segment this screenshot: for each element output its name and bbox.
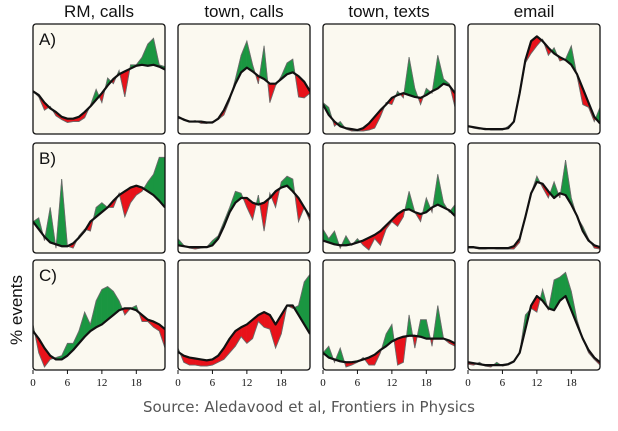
x-tick-label: 12: [386, 377, 397, 389]
panel-frame: [32, 259, 166, 371]
x-tick-label: 12: [531, 377, 542, 389]
x-tick-label: 6: [500, 377, 506, 389]
x-tick-label: 6: [210, 377, 216, 389]
deviation-above-area: [420, 319, 427, 339]
column-title: town, calls: [204, 2, 283, 21]
baseline-line: [33, 63, 165, 120]
x-tick-label: 6: [355, 377, 361, 389]
panel-background: [468, 143, 600, 253]
panel-background: [323, 260, 455, 370]
x-tick-label: 0: [465, 377, 471, 389]
x-tick-label: 18: [131, 377, 143, 389]
series-line: [178, 39, 310, 124]
panel-b-3: [467, 142, 601, 254]
panel-frame: [322, 23, 456, 135]
panel-plot-area: [178, 39, 310, 124]
panel-plot-area: [33, 286, 165, 368]
y-axis-label: % events: [7, 275, 26, 345]
baseline-line: [323, 203, 455, 247]
baseline-line: [468, 294, 600, 367]
x-tick-label: 18: [566, 377, 578, 389]
panel-plot-area: [468, 160, 600, 250]
panel-frame: [177, 23, 311, 135]
panel-background: [468, 260, 600, 370]
x-tick-label: 12: [96, 377, 107, 389]
panel-plot-area: [178, 273, 310, 367]
panel-b-0: B): [32, 142, 166, 254]
panel-frame: [467, 259, 601, 371]
panel-a-2: [322, 23, 456, 135]
series-line: [33, 156, 165, 249]
x-tick-label: 0: [175, 377, 181, 389]
panel-plot-area: [468, 271, 600, 368]
panel-background: [468, 24, 600, 134]
panel-background: [33, 24, 165, 134]
baseline-line: [468, 180, 600, 250]
panel-a-1: [177, 23, 311, 135]
baseline-line: [33, 184, 165, 248]
deviation-below-area: [397, 336, 404, 366]
panel-frame: [32, 23, 166, 135]
panel-background: [323, 143, 455, 253]
panel-b-1: [177, 142, 311, 254]
x-tick-label: 6: [65, 377, 71, 389]
baseline-line: [178, 184, 310, 249]
panel-frame: [177, 142, 311, 254]
series-line: [468, 271, 600, 368]
x-tick-label: 0: [320, 377, 326, 389]
panel-frame: [467, 23, 601, 135]
panel-plot-area: [468, 35, 600, 131]
panel-frame: [467, 142, 601, 254]
panel-b-2: [322, 142, 456, 254]
series-line: [178, 175, 310, 250]
column-title: email: [514, 2, 555, 21]
baseline-line: [178, 66, 310, 124]
panel-plot-area: [33, 37, 165, 123]
panel-plot-area: [323, 305, 455, 368]
panel-c-1: 0 6 12 18: [175, 259, 311, 389]
panel-background: [178, 260, 310, 370]
source-caption: Source: Aledavood et al, Frontiers in Ph…: [142, 398, 475, 416]
baseline-line: [323, 334, 455, 364]
panel-c-0: C) 0 6 12 18: [30, 259, 166, 389]
x-tick-label: 12: [241, 377, 252, 389]
chart-grid-svg: RM, calls town, calls town, texts email % ev…: [7, 2, 601, 389]
column-title: town, texts: [348, 2, 429, 21]
x-tick-label: 0: [30, 377, 36, 389]
panel-frame: [32, 142, 166, 254]
panel-plot-area: [323, 55, 455, 132]
panel-background: [323, 24, 455, 134]
deviation-above-area: [101, 286, 108, 325]
baseline-line: [178, 304, 310, 362]
panel-plot-area: [178, 175, 310, 250]
column-title: RM, calls: [64, 2, 134, 21]
row-label: B): [39, 149, 56, 168]
panel-a-3: [467, 23, 601, 135]
row-label: C): [39, 266, 57, 285]
x-tick-label: 18: [421, 377, 433, 389]
panel-plot-area: [33, 156, 165, 249]
panel-c-3: 0 6 12 18: [465, 259, 601, 389]
row-label: A): [39, 30, 56, 49]
panel-frame: [322, 142, 456, 254]
panel-plot-area: [323, 174, 455, 251]
panel-a-0: A): [32, 23, 166, 135]
baseline-line: [323, 82, 455, 132]
baseline-line: [33, 307, 165, 361]
x-tick-label: 18: [276, 377, 288, 389]
panel-background: [178, 24, 310, 134]
panel-frame: [177, 259, 311, 371]
deviation-above-area: [159, 157, 165, 208]
panel-c-2: 0 6 12 18: [320, 259, 456, 389]
panel-frame: [322, 259, 456, 371]
baseline-line: [468, 35, 600, 131]
